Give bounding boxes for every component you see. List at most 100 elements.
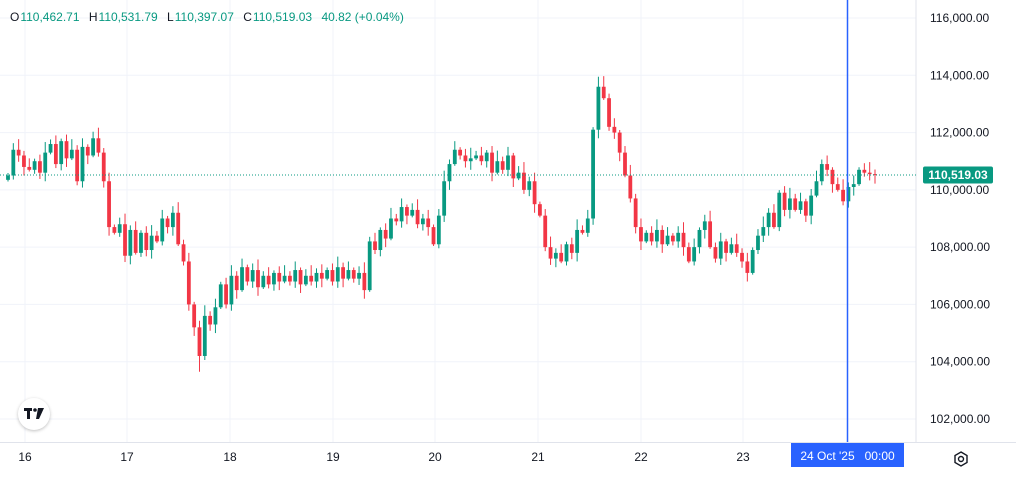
candle [782,186,787,217]
candle [772,204,776,229]
candle [426,209,431,236]
candle [367,236,372,292]
candle [777,190,782,232]
candle [681,222,686,256]
candle [623,146,627,178]
candle [607,93,611,131]
high-key: H [88,10,98,24]
candle [612,118,617,139]
candle [48,139,53,155]
tradingview-logo-icon[interactable] [18,398,50,430]
candle [463,148,468,168]
candle [617,129,622,162]
candle [484,150,489,168]
candle [405,204,409,225]
logo-glyph-icon [24,408,44,419]
candle [575,219,580,262]
candle [261,271,266,289]
candle [841,179,845,206]
candle [639,218,643,251]
candle [819,159,824,186]
settings-gear-icon[interactable] [951,449,971,469]
candle [256,259,260,296]
time-tick-label: 19 [326,450,340,464]
candle [341,262,345,288]
candle [825,155,830,177]
candle [123,213,127,263]
candle [724,238,728,262]
candle [761,216,766,242]
candle [655,219,659,248]
candle [474,150,478,161]
candle [53,135,58,169]
candle [548,236,553,265]
candle [293,261,298,288]
low-key: L [167,10,174,24]
candle [165,215,170,234]
price-axis[interactable]: 116,000.00 114,000.00 112,000.00 110,000.00… [930,11,990,426]
candle [585,209,590,237]
candle [867,162,872,181]
candle [649,226,654,246]
candle [399,198,404,228]
candle [277,266,282,291]
candle [787,187,792,219]
time-tick-label: 18 [223,450,237,464]
candle [713,242,718,263]
candle [431,224,436,246]
candle [373,232,377,255]
crosshair-time-label: 24 Oct '25 00:00 [800,449,895,463]
candle [580,225,585,235]
price-tick-label: 104,000.00 [930,355,990,369]
candle [266,267,271,289]
candle [69,139,74,161]
time-tick-label: 16 [18,450,32,464]
candle [702,214,707,239]
candle [835,177,840,192]
candlestick-series [6,76,877,372]
candle [394,213,399,226]
candle [803,198,808,222]
candle [27,158,32,172]
candle [415,199,420,229]
candle [452,141,457,166]
candle [500,156,505,174]
candle [527,176,532,197]
candle [420,213,425,231]
price-tick-label: 112,000.00 [930,126,989,140]
candle [410,203,415,218]
candle [303,269,308,287]
candle [128,225,133,265]
candle [202,305,207,360]
candle [309,265,314,286]
candle [729,237,734,255]
candle [64,134,69,167]
candle [330,263,335,286]
candle [240,258,244,292]
candle [139,230,143,257]
candle [516,166,521,181]
candle [389,207,393,241]
time-tick-label: 22 [634,450,648,464]
candle [569,237,574,260]
time-tick-label: 21 [531,450,545,464]
candle [186,252,191,311]
candle [857,167,861,186]
candle [559,244,564,264]
candle [458,147,463,160]
close-key: C [243,10,252,24]
candle [133,221,138,255]
time-axis[interactable]: 16 17 18 19 20 21 22 23 [18,450,750,464]
candle [282,265,287,284]
candle [734,233,739,257]
candle [798,192,803,214]
candle [176,202,181,246]
candle [670,233,675,246]
candle [144,226,149,257]
candle [447,159,452,190]
open-value: 110,462.71 [20,10,80,24]
candle [665,227,670,246]
candle [85,144,90,165]
last-price-label: 110,519.03 [928,168,988,182]
